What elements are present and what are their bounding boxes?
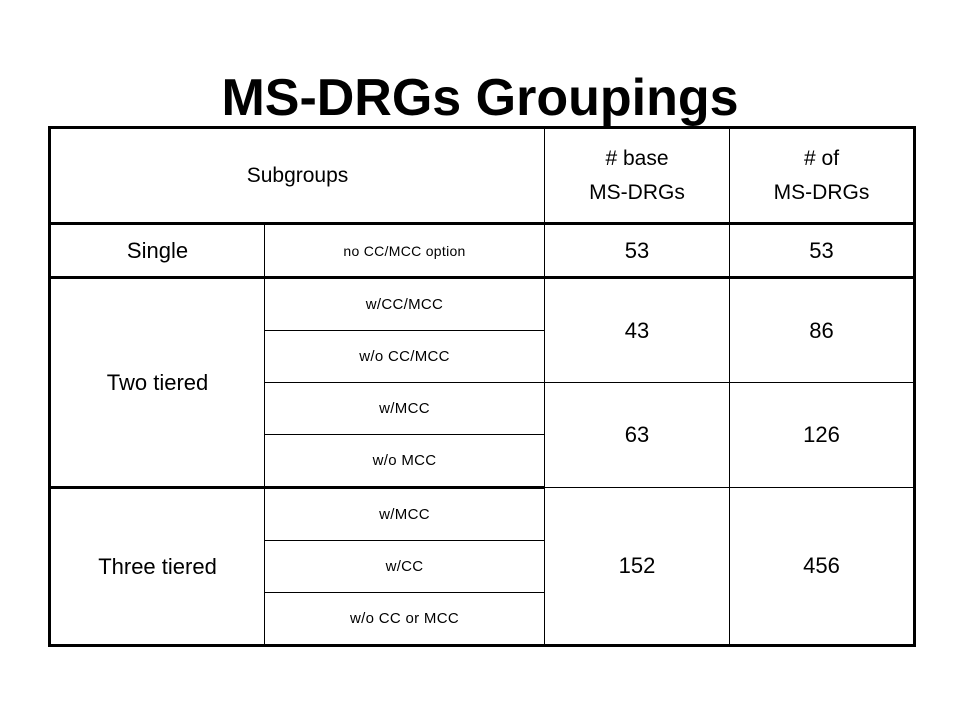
table-row: w/o MCC xyxy=(50,434,915,489)
header-subgroups-label: Subgroups xyxy=(246,163,349,187)
header-row: Subgroups # base MS-DRGs # of MS-DRGs xyxy=(48,127,916,225)
header-base-ms-drgs: # base MS-DRGs xyxy=(544,127,731,225)
header-base-line1: # base xyxy=(605,146,669,170)
table-row: Three tiered w/MCC 152 456 xyxy=(49,487,916,647)
slide-title: MS-DRGs Groupings xyxy=(221,69,739,127)
base-count-cell: 152 xyxy=(544,487,731,646)
total-count-cell: 126 xyxy=(729,382,916,488)
base-count-cell: 43 xyxy=(544,277,731,383)
subgroup-cell: w/o MCC xyxy=(263,434,546,489)
subgroup-cell: no CC/MCC option xyxy=(263,223,546,279)
ms-drg-groupings-table: Subgroups # base MS-DRGs # of MS-DRGs Si… xyxy=(48,126,917,647)
subgroup-cell: w/CC/MCC xyxy=(263,277,546,331)
group-label-single: Single xyxy=(49,223,265,279)
header-base-line2: MS-DRGs xyxy=(589,180,685,204)
group-label-two-tiered: Two tiered xyxy=(49,277,265,489)
base-count-cell: 63 xyxy=(544,382,731,488)
total-count-cell: 86 xyxy=(729,277,916,383)
total-count-cell: 53 xyxy=(729,223,916,279)
table-row: w/o CC or MCC xyxy=(50,592,915,647)
base-count-cell: 53 xyxy=(544,223,731,279)
subgroup-cell: w/CC xyxy=(263,540,546,593)
subgroup-cell: w/o CC or MCC xyxy=(263,592,546,647)
table-row: w/MCC 63 126 xyxy=(50,382,916,488)
subgroup-cell: w/MCC xyxy=(263,382,546,435)
header-total-ms-drgs: # of MS-DRGs xyxy=(729,127,916,225)
table-row: Two tiered w/CC/MCC 43 86 xyxy=(49,277,916,489)
group-label-three-tiered: Three tiered xyxy=(49,487,265,647)
header-total-line2: MS-DRGs xyxy=(773,180,870,204)
subgroup-cell: w/MCC xyxy=(263,487,546,541)
header-total-line1: # of xyxy=(804,146,840,170)
header-subgroups: Subgroups xyxy=(48,127,546,225)
total-count-cell: 456 xyxy=(729,487,916,646)
table-row: w/o CC/MCC xyxy=(50,330,915,383)
subgroup-cell: w/o CC/MCC xyxy=(263,330,546,383)
table-row-single: Single no CC/MCC option 53 53 xyxy=(49,223,916,279)
